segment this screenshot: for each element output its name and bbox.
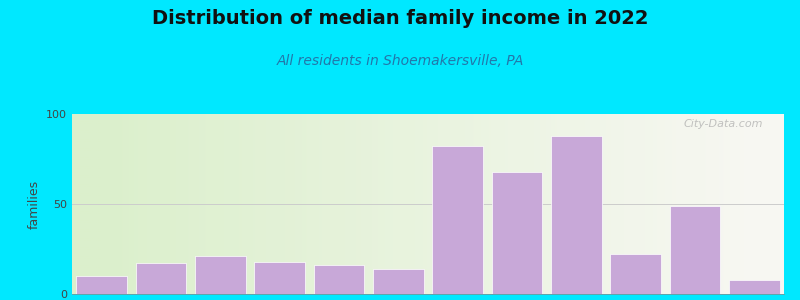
Text: All residents in Shoemakersville, PA: All residents in Shoemakersville, PA <box>276 54 524 68</box>
Bar <box>551 136 602 294</box>
Bar <box>729 280 779 294</box>
Bar <box>136 263 186 294</box>
Bar <box>373 269 423 294</box>
Bar <box>314 265 364 294</box>
Bar <box>195 256 246 294</box>
Text: Distribution of median family income in 2022: Distribution of median family income in … <box>152 9 648 28</box>
Y-axis label: families: families <box>27 179 41 229</box>
Bar <box>610 254 661 294</box>
Text: City-Data.com: City-Data.com <box>683 119 762 129</box>
Bar <box>670 206 720 294</box>
Bar <box>433 146 483 294</box>
Bar <box>77 276 127 294</box>
Bar <box>492 172 542 294</box>
Bar <box>254 262 305 294</box>
